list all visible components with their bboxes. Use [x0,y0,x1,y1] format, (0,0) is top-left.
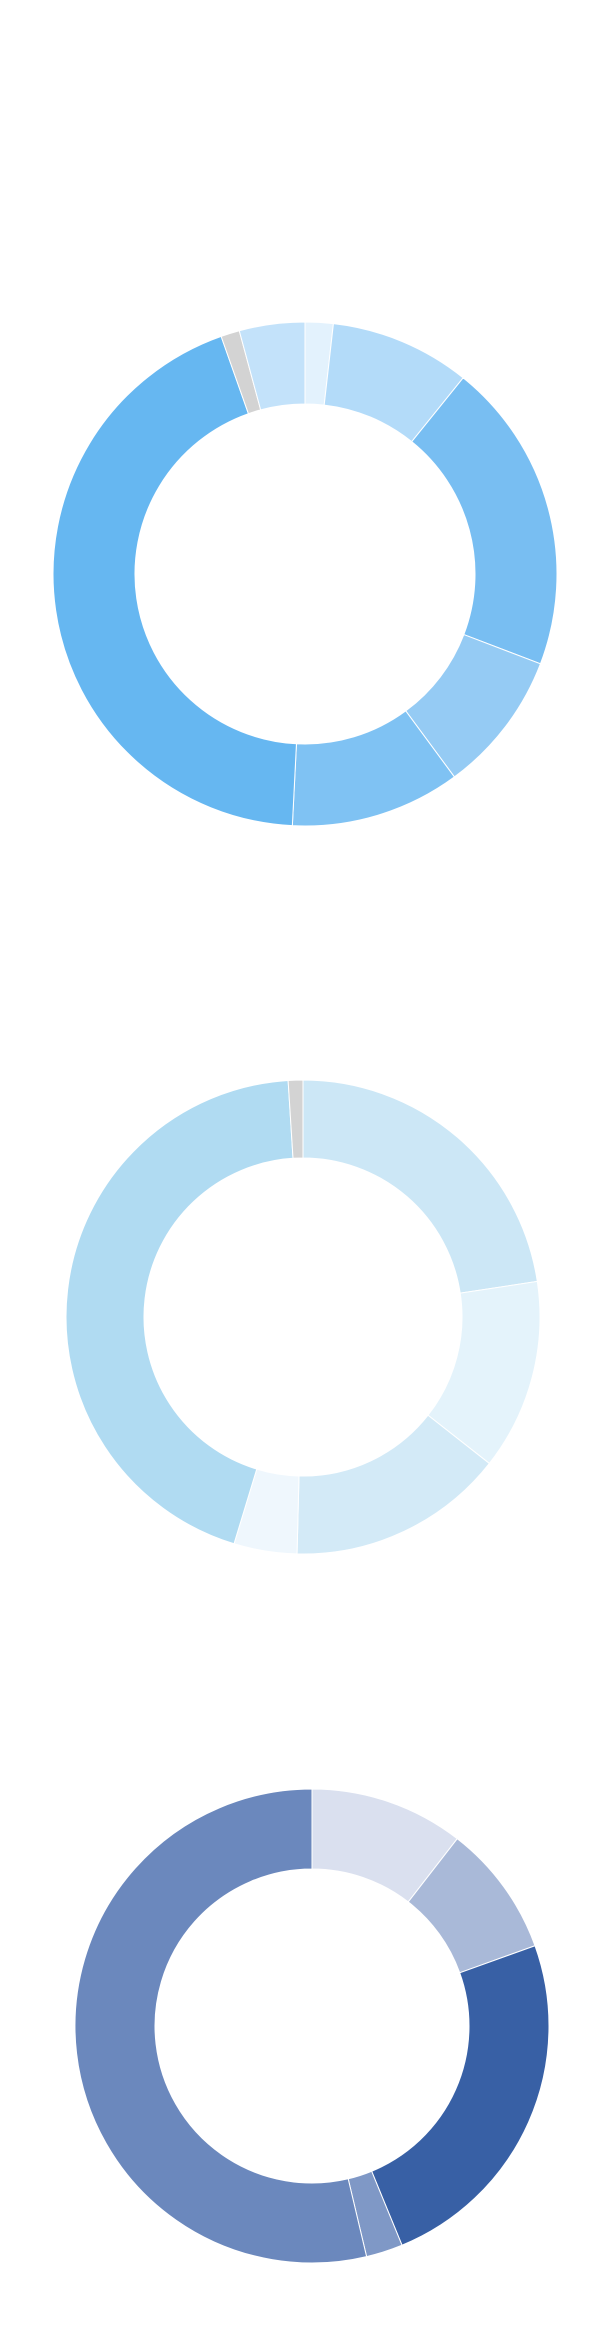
donut-2-slice-6 [287,1079,304,1159]
donut-2-slice-5 [65,1079,294,1545]
donut-chart-3 [74,1788,550,2264]
donut-chart-1 [52,321,558,827]
donut-3-slice-5 [74,1788,368,2264]
donut-chart-2 [65,1079,541,1555]
donut-1-slice-6 [52,335,297,827]
donut-1-slice-8 [238,321,306,411]
donut-2-slice-1 [302,1079,538,1294]
donut-1-slice-3 [411,377,558,665]
donut-3-slice-3 [370,1945,550,2246]
